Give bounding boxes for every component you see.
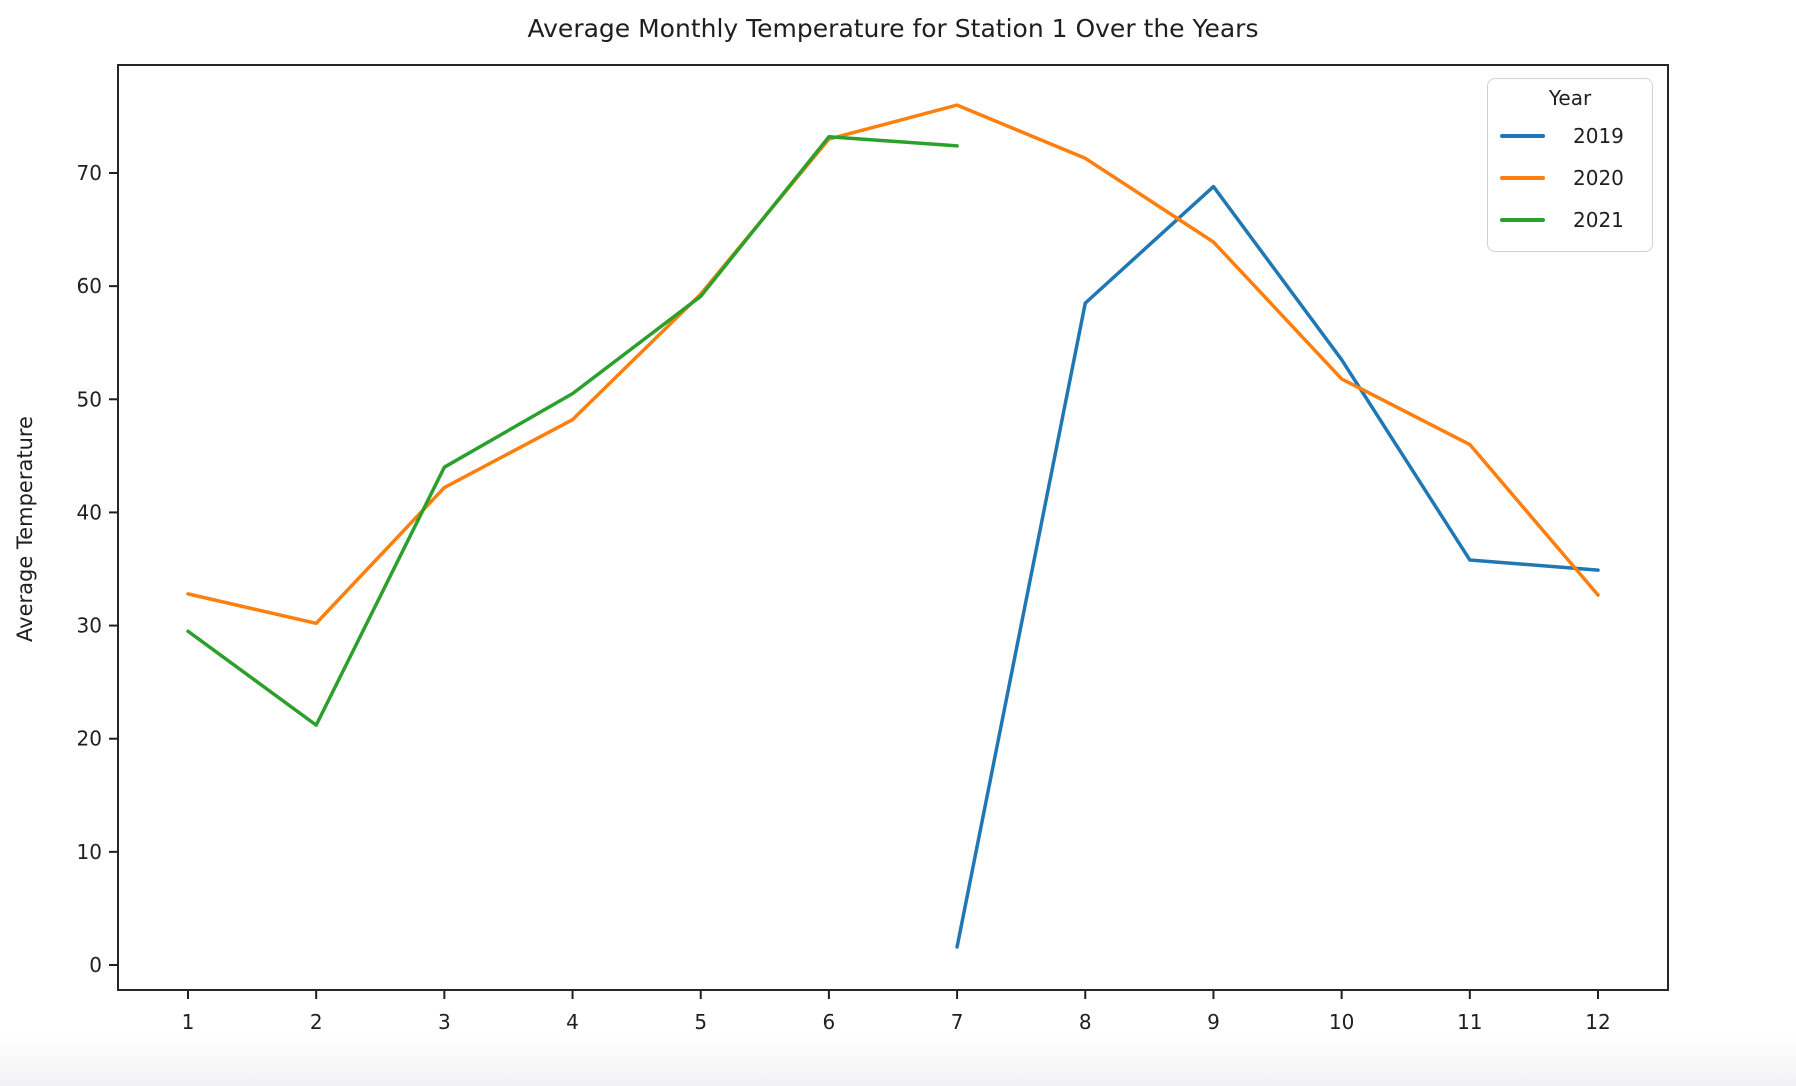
y-tick-label: 40 xyxy=(77,500,102,524)
x-tick-label: 12 xyxy=(1585,1010,1610,1034)
y-tick-label: 60 xyxy=(77,274,102,298)
legend-swatch-2019 xyxy=(1500,134,1545,138)
legend-label-2020: 2020 xyxy=(1573,166,1624,190)
y-tick-label: 20 xyxy=(77,727,102,751)
chart-title: Average Monthly Temperature for Station … xyxy=(527,14,1259,43)
y-tick-label: 50 xyxy=(77,387,102,411)
legend-item-2019: 2019 xyxy=(1500,115,1640,157)
line-series-2019 xyxy=(955,184,1600,949)
x-tick-label: 6 xyxy=(823,1010,836,1034)
legend-label-2021: 2021 xyxy=(1573,208,1624,232)
x-tick-label: 11 xyxy=(1457,1010,1482,1034)
x-tick-label: 9 xyxy=(1207,1010,1220,1034)
legend-swatch-2020 xyxy=(1500,176,1545,180)
legend-title: Year xyxy=(1548,86,1592,110)
x-tick-label: 3 xyxy=(438,1010,451,1034)
x-tick-label: 2 xyxy=(310,1010,323,1034)
line-series-2020 xyxy=(186,103,1600,626)
y-tick-label: 10 xyxy=(77,840,102,864)
y-tick-label: 30 xyxy=(77,614,102,638)
x-tick-label: 1 xyxy=(182,1010,195,1034)
x-tick-label: 8 xyxy=(1079,1010,1092,1034)
y-axis-label: Average Temperature xyxy=(13,416,37,642)
legend-item-2021: 2021 xyxy=(1500,199,1640,241)
legend: Year 2019 2020 2021 xyxy=(1487,78,1653,252)
line-series-2021 xyxy=(186,135,959,727)
y-tick-label: 0 xyxy=(89,953,102,977)
x-tick-label: 5 xyxy=(694,1010,707,1034)
legend-label-2019: 2019 xyxy=(1573,124,1624,148)
y-tick-label: 70 xyxy=(77,161,102,185)
legend-swatch-2021 xyxy=(1500,218,1545,222)
window-bottom-edge xyxy=(0,1036,1796,1086)
x-tick-label: 7 xyxy=(951,1010,964,1034)
plot-border xyxy=(117,64,1669,991)
legend-item-2020: 2020 xyxy=(1500,157,1640,199)
x-tick-label: 4 xyxy=(566,1010,579,1034)
x-tick-label: 10 xyxy=(1329,1010,1354,1034)
